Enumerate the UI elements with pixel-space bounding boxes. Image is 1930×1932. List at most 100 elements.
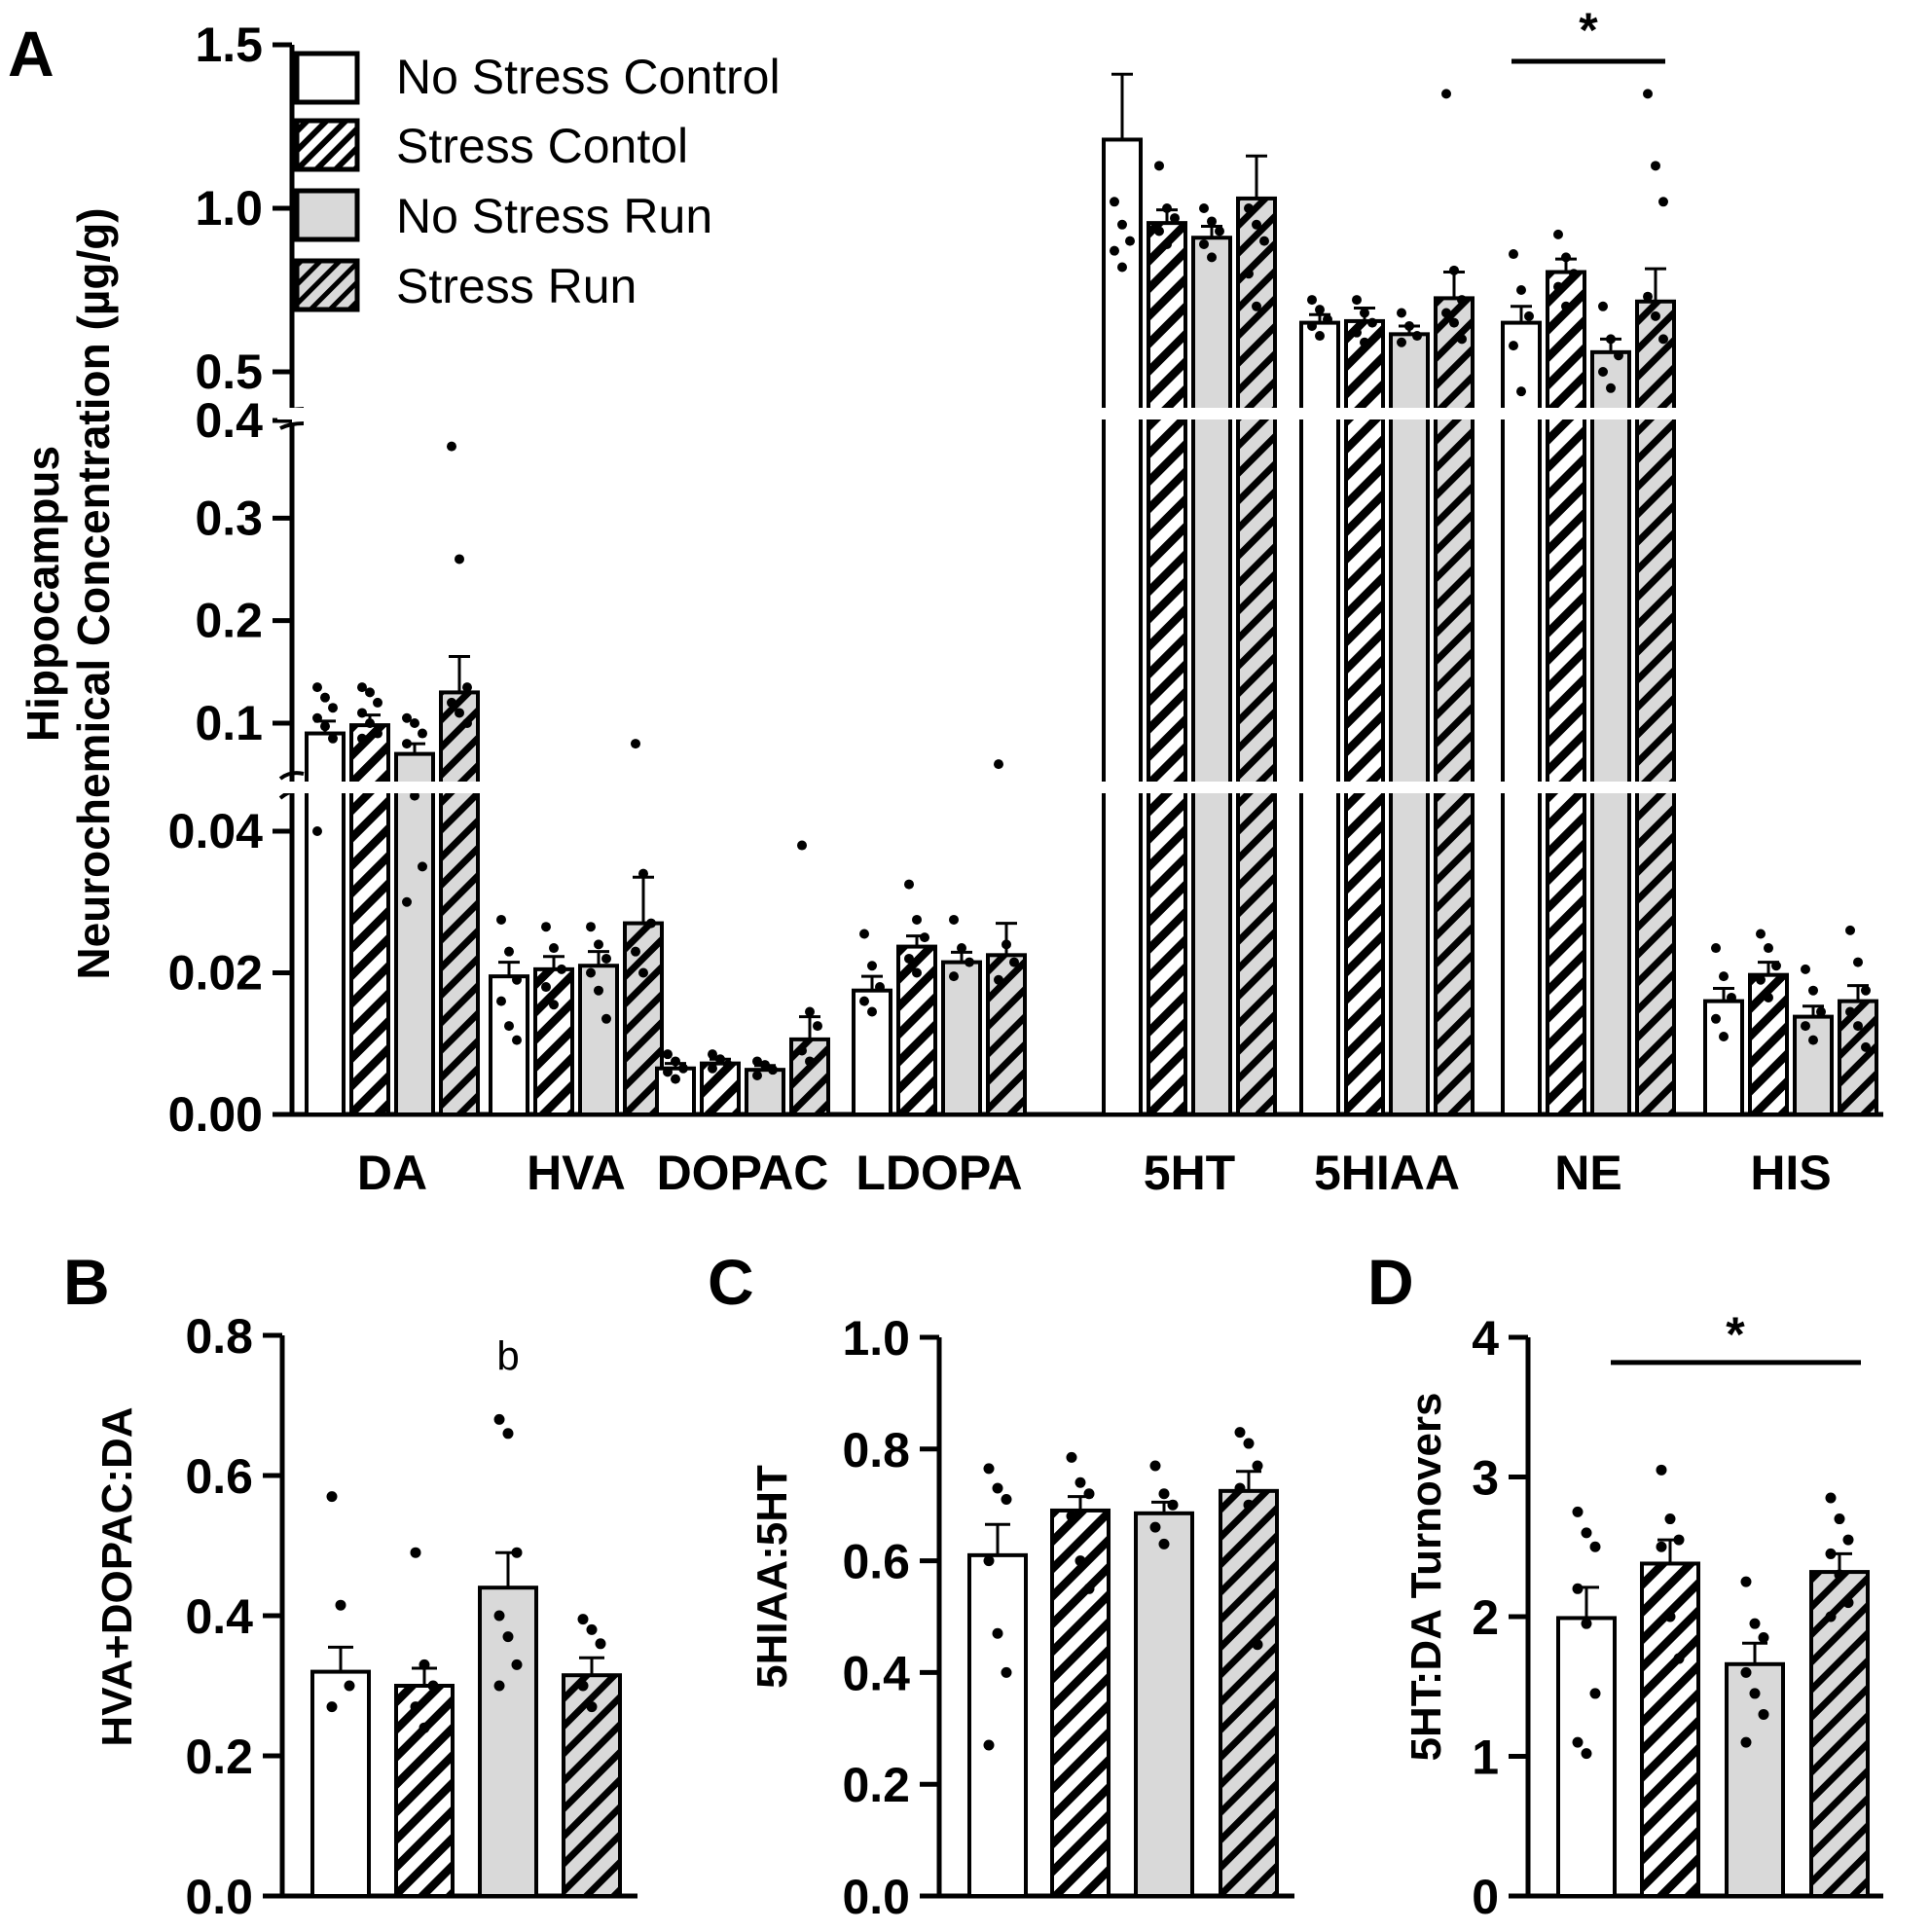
panel-c-data-point	[992, 1482, 1003, 1494]
panel-a-data-point	[1457, 295, 1467, 306]
panel-a-data-point	[504, 1021, 514, 1032]
panel-a-data-point	[1719, 971, 1729, 982]
panel-a-data-point	[1771, 961, 1781, 971]
panel-a-category-label-da: DA	[357, 1146, 427, 1200]
panel-a-data-point	[1598, 367, 1608, 377]
panel-a-ylabel-line2: Neurochemical Concentration (µg/g)	[68, 207, 119, 979]
panel-a-data-point	[994, 759, 1003, 770]
panel-a-category-label-ldopa: LDOPA	[856, 1146, 1022, 1200]
panel-a-data-point	[462, 682, 472, 693]
panel-d-data-point	[1758, 1708, 1769, 1720]
panel-a-data-point	[1162, 203, 1172, 213]
panel-d-y-tick-label: 0	[1472, 1870, 1499, 1924]
panel-c-y-tick-label: 1.0	[842, 1311, 910, 1366]
panel-a-data-point	[402, 712, 412, 723]
panel-a-data-point	[723, 1060, 733, 1071]
panel-a-bar-5ht-stress-run	[1236, 196, 1277, 1117]
panel-c-data-point	[983, 1463, 995, 1475]
panel-b-bar-no-stress-control	[310, 1669, 371, 1898]
panel-d-data-point	[1572, 1583, 1584, 1594]
panel-c-y-tick-label: 0.0	[842, 1870, 910, 1924]
panel-a-data-point	[594, 939, 603, 950]
panel-c-data-point	[1083, 1488, 1095, 1500]
panel-a-data-point	[1352, 295, 1362, 306]
panel-d-data-point	[1740, 1736, 1752, 1748]
panel-a-data-point	[859, 996, 869, 1006]
panel-a-data-point	[1606, 383, 1616, 393]
panel-c-data-point	[1234, 1482, 1246, 1494]
panel-c-y-tick-label: 0.2	[842, 1758, 910, 1812]
panel-a-data-point	[1110, 197, 1119, 207]
panel-a-y-tick-label: 1.0	[195, 181, 263, 236]
panel-a-data-point	[365, 718, 375, 728]
panel-c-data-point	[1234, 1427, 1246, 1439]
panel-a-data-point	[1711, 943, 1721, 954]
panel-d-data-point	[1749, 1688, 1761, 1699]
panel-a-data-point	[1009, 957, 1019, 967]
panel-a-data-point	[1315, 305, 1325, 315]
panel-a-data-point	[601, 1013, 611, 1024]
panel-letter-c: C	[708, 1246, 754, 1318]
panel-a-data-point	[1449, 317, 1459, 328]
panel-a-data-point	[512, 1035, 522, 1045]
panel-a-data-point	[760, 1060, 770, 1071]
panel-b-data-point	[511, 1547, 523, 1558]
panel-a-bar-hva-stress-contol	[533, 966, 574, 1116]
panel-a-data-point	[949, 971, 959, 982]
panel-a-data-point	[504, 946, 514, 957]
panel-d-bar-stress-run	[1809, 1570, 1870, 1898]
panel-letter-a: A	[8, 18, 55, 90]
panel-a-data-point	[1307, 295, 1317, 306]
panel-a-data-point	[312, 826, 322, 836]
panel-a-data-point	[328, 703, 338, 713]
panel-a-data-point	[867, 961, 877, 971]
panel-a-data-point	[1215, 226, 1224, 237]
panel-a-data-point	[797, 1045, 807, 1056]
panel-a-category-label-his: HIS	[1750, 1146, 1831, 1200]
panel-b-data-point	[577, 1680, 589, 1692]
panel-a-y-tick-label: 0.1	[195, 696, 263, 750]
panel-b-data-point	[326, 1491, 338, 1503]
panel-d-data-point	[1673, 1653, 1685, 1664]
panel-a-bar-dopac-no-stress-run	[745, 1068, 785, 1116]
panel-a-data-point	[1154, 161, 1164, 171]
panel-a-data-point	[1658, 334, 1668, 345]
panel-a-data-point	[1598, 301, 1608, 311]
panel-a-bar-5hiaa-stress-run	[1434, 296, 1475, 1116]
panel-a-data-point	[1207, 252, 1217, 263]
panel-b-data-point	[577, 1614, 589, 1625]
panel-d-significance-label: *	[1726, 1307, 1745, 1362]
panel-c-y-tick-label: 0.6	[842, 1535, 910, 1589]
panel-c-y-tick-label: 0.4	[842, 1646, 910, 1700]
panel-d-data-point	[1825, 1492, 1837, 1504]
panel-c-data-point	[1158, 1488, 1170, 1500]
legend-label-stress-run: Stress Run	[396, 259, 637, 313]
panel-a-category-label-5hiaa: 5HIAA	[1314, 1146, 1460, 1200]
panel-b-data-point	[502, 1631, 514, 1643]
panel-a-data-point	[1509, 249, 1518, 260]
panel-a-data-point	[402, 896, 412, 907]
panel-b-bar-stress-contol	[394, 1684, 455, 1898]
panel-a-data-point	[1509, 341, 1518, 351]
panel-c-data-point	[1074, 1555, 1086, 1567]
panel-a-data-point	[496, 914, 506, 925]
panel-c-plot: 0.0 0.2 0.4 0.6 0.8 1.0	[842, 1311, 1294, 1924]
panel-a-data-point	[1307, 320, 1317, 331]
panel-b-data-point	[502, 1428, 514, 1440]
panel-d-bar-no-stress-run	[1725, 1661, 1785, 1899]
panel-d-data-point	[1825, 1611, 1837, 1622]
panel-d-data-point	[1673, 1534, 1685, 1546]
panel-a-data-point	[1397, 308, 1406, 318]
panel-d-y-tick-label: 3	[1472, 1451, 1499, 1506]
panel-a-break-gap	[277, 782, 1893, 793]
panel-c-data-point	[1252, 1460, 1263, 1472]
panel-d-data-point	[1758, 1632, 1769, 1644]
panel-a-data-point	[949, 914, 959, 925]
panel-c-bar-stress-contol	[1050, 1508, 1111, 1898]
panel-a-bar-his-stress-run	[1838, 999, 1878, 1116]
panel-d-data-point	[1589, 1541, 1601, 1552]
panel-a-bar-ne-no-stress-run	[1590, 349, 1631, 1116]
panel-a-data-point	[875, 982, 885, 993]
panel-letter-d: D	[1367, 1246, 1414, 1318]
panel-a-data-point	[1457, 334, 1467, 345]
